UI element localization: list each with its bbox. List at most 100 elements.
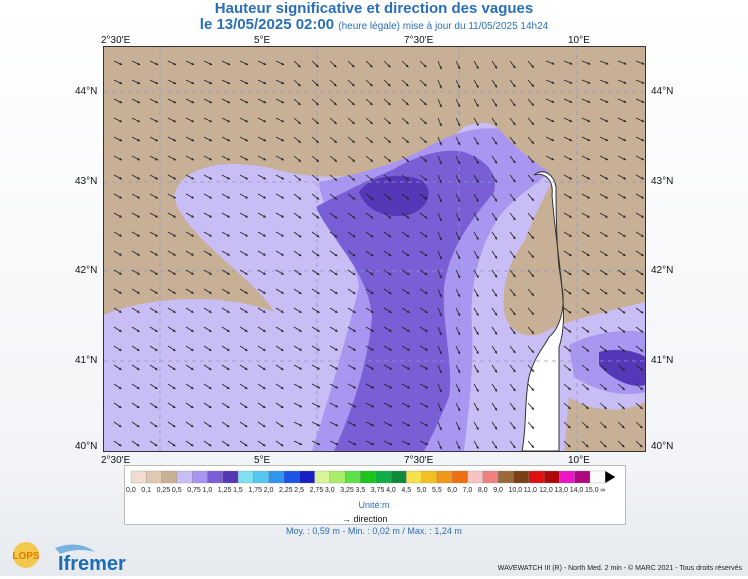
wave-direction-arrowhead [352, 329, 356, 332]
wave-direction-arrowhead [639, 425, 643, 429]
wave-direction-arrowhead [281, 81, 285, 85]
wave-direction-arrowhead [406, 121, 409, 124]
wave-direction-arrowhead [119, 100, 123, 104]
legend-swatch [528, 470, 545, 484]
wave-direction-arrowhead [569, 176, 572, 180]
wave-direction-arrowhead [567, 406, 571, 410]
wave-direction-arrowhead [476, 198, 479, 202]
wave-direction-arrowhead [119, 138, 123, 142]
wave-direction-arrowhead [370, 121, 373, 124]
wave-direction-arrowhead [119, 234, 122, 237]
wave-direction-arrowhead [262, 405, 266, 409]
wave-direction-arrowhead [227, 234, 230, 237]
wave-direction-arrowhead [226, 291, 230, 294]
wave-direction-arrowhead [299, 423, 303, 427]
legend-value-label: 10,0 [508, 487, 523, 494]
wave-direction-arrowhead [512, 198, 516, 202]
wave-direction-arrowhead [226, 310, 230, 313]
lon-label-bottom-1: 2°30'E [101, 455, 131, 466]
wave-direction-arrowhead [387, 102, 391, 106]
lon-label-bottom-2: 5°E [254, 455, 271, 466]
wave-map[interactable] [103, 46, 646, 452]
wave-direction-arrowhead [245, 195, 248, 199]
wave-direction-arrowhead [352, 121, 355, 124]
wave-direction-arrowhead [280, 424, 284, 428]
wave-direction-arrowhead [316, 215, 320, 219]
wave-direction-arrowhead [190, 443, 194, 447]
wave-direction-arrowhead [299, 404, 302, 408]
wave-direction-arrowhead [567, 444, 571, 448]
wave-direction-arrowhead [586, 253, 590, 256]
wave-direction-arrowhead [316, 234, 320, 238]
wave-direction-arrowhead [587, 100, 591, 103]
wave-direction-arrowhead [439, 294, 442, 298]
wave-direction-arrowhead [531, 236, 534, 239]
update-note: (heure légale) mise à jour du 11/05/2025… [338, 21, 549, 32]
wave-direction-arrowhead [172, 291, 176, 294]
wave-direction-arrowhead [389, 367, 392, 370]
wave-direction-arrowhead [172, 424, 176, 428]
wave-direction-arrowhead [476, 217, 479, 221]
wave-direction-arrowhead [389, 442, 393, 446]
model-credit: WAVEWATCH III (R) - North Med. 2 min - ©… [497, 565, 742, 572]
wave-direction-arrowhead [424, 178, 428, 181]
wave-direction-arrowhead [439, 370, 442, 374]
wave-direction-arrowhead [439, 199, 442, 203]
wave-direction-arrowhead [531, 350, 534, 353]
wave-direction-arrowhead [512, 426, 516, 430]
wave-direction-arrowhead [512, 160, 516, 164]
wave-direction-arrowhead [586, 272, 590, 276]
statistics-line: Moy. : 0,59 m - Min. : 0,02 m / Max. : 1… [286, 526, 462, 536]
wave-direction-arrowhead [622, 234, 626, 237]
wave-direction-arrowhead [457, 332, 461, 336]
wave-direction-arrowhead [551, 100, 555, 103]
wave-direction-arrowhead [568, 349, 572, 352]
wave-direction-arrowhead [351, 83, 355, 87]
wave-direction-arrowhead [154, 291, 158, 294]
wave-direction-arrowhead [208, 386, 212, 389]
wave-direction-arrowhead [208, 348, 212, 351]
wave-direction-arrowhead [621, 425, 625, 429]
wave-direction-arrowhead [119, 195, 122, 199]
wave-direction-arrowhead [387, 83, 391, 87]
legend-swatch [299, 470, 315, 484]
wave-direction-arrowhead [623, 119, 627, 122]
wave-direction-arrowhead [154, 310, 158, 313]
legend-value-label: 1,0 [202, 487, 213, 494]
wave-direction-arrowhead [334, 215, 338, 219]
wave-direction-arrowhead [118, 405, 122, 409]
lops-logo-text: LOPS [12, 551, 40, 562]
wave-direction-arrowhead [439, 408, 442, 412]
wave-direction-arrowhead [154, 386, 158, 389]
wave-direction-arrowhead [439, 389, 442, 393]
wave-direction-arrowhead [406, 310, 410, 313]
legend-value-label: 0,75 [187, 487, 201, 494]
wave-direction-arrowhead [531, 445, 534, 448]
wave-direction-arrowhead [531, 198, 534, 201]
wave-direction-arrowhead [316, 272, 320, 276]
wave-direction-arrowhead [154, 443, 158, 447]
wave-direction-arrowhead [424, 272, 428, 276]
wave-direction-arrowhead [190, 272, 194, 275]
wave-direction-arrowhead [244, 329, 248, 332]
legend-value-label: 3,75 [370, 487, 385, 494]
wave-direction-arrowhead [137, 215, 140, 218]
wave-direction-arrowhead [531, 141, 534, 144]
wave-direction-arrowhead [551, 81, 555, 84]
map-title: Hauteur significative et direction des v… [214, 0, 534, 17]
wave-direction-arrowhead [370, 310, 374, 313]
legend-value-label: 0,0 [126, 487, 136, 494]
wave-direction-arrowhead [407, 423, 411, 427]
wave-direction-arrowhead [209, 81, 213, 85]
wave-direction-arrowhead [494, 293, 497, 297]
wave-direction-arrowhead [406, 329, 410, 332]
legend-swatch [406, 470, 422, 484]
wave-direction-arrowhead [370, 348, 374, 351]
wave-direction-arrowhead [424, 234, 428, 238]
wave-direction-arrowhead [352, 272, 356, 276]
wave-direction-arrowhead [227, 138, 231, 142]
wave-direction-arrowhead [476, 445, 479, 449]
wave-direction-arrowhead [209, 138, 213, 142]
wave-direction-arrowhead [371, 442, 375, 446]
wave-direction-arrowhead [621, 444, 625, 448]
